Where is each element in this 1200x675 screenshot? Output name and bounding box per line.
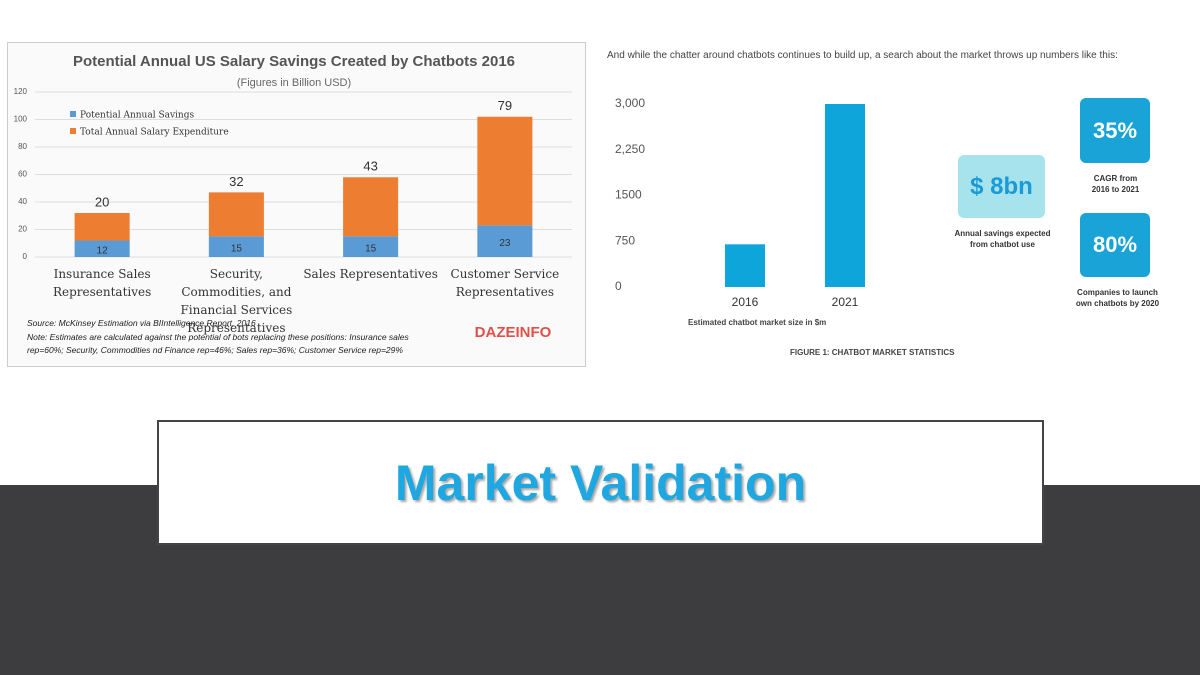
- y-tick-label: 40: [18, 197, 27, 206]
- y-tick-label: 1500: [615, 188, 642, 202]
- x-tick-label: Insurance Sales Representatives: [52, 267, 152, 299]
- bar-segment: [343, 177, 399, 237]
- bar-segment: [343, 236, 399, 257]
- y-tick-label: 60: [18, 170, 27, 179]
- stat-box: $ 8bn: [958, 155, 1045, 218]
- legend-swatch: [70, 128, 76, 134]
- x-tick-label: Security, Commodities, and Financial Ser…: [180, 267, 293, 335]
- data-label: 43: [363, 159, 377, 174]
- note: Note: Estimates are calculated against t…: [27, 332, 409, 355]
- data-label: 32: [229, 174, 243, 189]
- stat-label: Companies to launch own chatbots by 2020: [1075, 288, 1160, 308]
- y-tick-label: 100: [14, 115, 28, 124]
- stat-label: CAGR from 2016 to 2021: [1091, 174, 1140, 194]
- data-label: 15: [365, 243, 377, 254]
- intro-text: And while the chatter around chatbots co…: [607, 50, 1118, 61]
- figure-caption: FIGURE 1: CHATBOT MARKET STATISTICS: [790, 348, 955, 357]
- data-label: 12: [97, 245, 109, 256]
- bar: [725, 244, 765, 287]
- data-label: 23: [499, 238, 511, 249]
- legend-label: Total Annual Salary Expenditure: [80, 128, 229, 138]
- data-label: 15: [231, 243, 243, 254]
- bar-segment: [477, 116, 533, 226]
- bar-segment: [208, 236, 264, 257]
- bar-segment: [74, 213, 130, 241]
- y-tick-label: 3,000: [615, 96, 645, 110]
- data-label: 79: [498, 98, 512, 113]
- data-label: 20: [95, 194, 109, 209]
- y-tick-label: 120: [14, 87, 28, 96]
- x-tick-label: 2021: [831, 295, 859, 309]
- legend-swatch: [70, 111, 76, 117]
- y-tick-label: 80: [18, 142, 27, 151]
- x-tick-label: 2016: [731, 295, 759, 309]
- stat-box: 35%: [1080, 98, 1150, 163]
- title-box: Market Validation: [157, 420, 1044, 545]
- x-tick-label: Sales Representatives: [303, 267, 438, 281]
- x-tick-label: Customer Service Representatives: [450, 267, 560, 299]
- logo: DAZEINFO: [475, 324, 552, 341]
- y-tick-label: 20: [18, 225, 27, 234]
- y-tick-label: 750: [615, 233, 635, 247]
- y-tick-label: 2,250: [615, 142, 645, 156]
- chart-subtitle: (Figures in Billion USD): [237, 77, 351, 89]
- charts: 0 20 40 60 80 100 120 12 20 15 32 15 43 23 79 Potential…: [14, 53, 865, 341]
- legend-label: Potential Annual Savings: [80, 111, 194, 121]
- slide-title: Market Validation: [394, 454, 807, 511]
- bar-segment: [208, 192, 264, 237]
- bar-segment: [74, 240, 130, 257]
- stat-box: 80%: [1080, 213, 1150, 277]
- x-axis-label: Estimated chatbot market size in $m: [688, 318, 827, 327]
- bar: [825, 104, 865, 287]
- chart-title: Potential Annual US Salary Savings Creat…: [73, 53, 515, 70]
- y-tick-label: 0: [23, 252, 28, 261]
- stat-label: Annual savings expected from chatbot use: [954, 229, 1051, 249]
- y-tick-label: 0: [615, 279, 622, 293]
- source: Source: McKinsey Estimation via BIIntell…: [27, 318, 256, 328]
- bar-segment: [477, 225, 533, 257]
